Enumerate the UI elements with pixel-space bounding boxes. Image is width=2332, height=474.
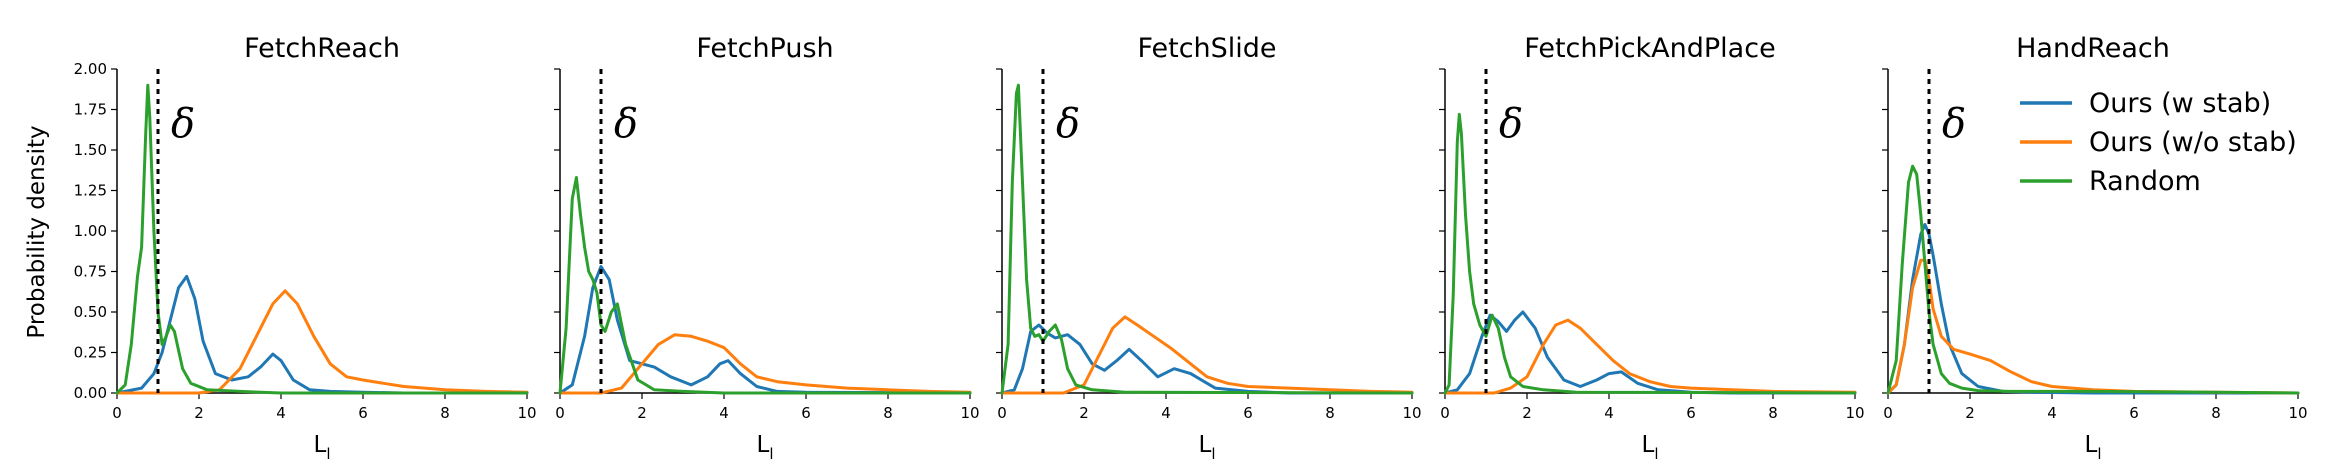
x-tick-label: 0 xyxy=(1440,404,1450,422)
x-tick-label: 10 xyxy=(1402,404,1421,422)
series-line-random xyxy=(1443,112,1857,395)
threshold-label: δ xyxy=(614,101,638,147)
x-tick-label: 6 xyxy=(2129,404,2139,422)
x-axis-label-subscript: l xyxy=(326,445,330,463)
x-tick-label: 0 xyxy=(112,404,122,422)
y-tick-label: 1.50 xyxy=(74,141,107,159)
series-line-ours-w-stab xyxy=(115,274,529,395)
legend: Ours (w stab) Ours (w/o stab) Random xyxy=(2020,88,2297,197)
panel-title: FetchSlide xyxy=(1137,33,1276,64)
panel-title: FetchPickAndPlace xyxy=(1524,33,1775,64)
threshold-label: δ xyxy=(1056,101,1080,147)
x-tick-label: 10 xyxy=(2288,404,2307,422)
series-line-ours-w-stab xyxy=(1000,323,1414,395)
x-tick-label: 10 xyxy=(517,404,536,422)
series-line-ours-w-o-stab xyxy=(115,289,529,395)
x-tick-label: 2 xyxy=(1965,404,1975,422)
x-tick-label: 8 xyxy=(440,404,450,422)
series-line-ours-w-o-stab xyxy=(1886,258,2300,395)
y-tick-label: 0.25 xyxy=(74,344,107,362)
y-tick-label: 0.75 xyxy=(74,263,107,281)
x-tick-label: 4 xyxy=(276,404,286,422)
x-axis-label: Ll xyxy=(1199,432,1216,463)
x-tick-label: 4 xyxy=(1161,404,1171,422)
x-tick-label: 2 xyxy=(1079,404,1089,422)
x-axis-label: Ll xyxy=(757,432,774,463)
panel-2: FetchSlide 0 2 4 6 8 10 Ll δ xyxy=(996,33,1422,463)
x-axis-label: Ll xyxy=(1642,432,1659,463)
x-tick-label: 4 xyxy=(1604,404,1614,422)
x-tick-label: 8 xyxy=(1768,404,1778,422)
panels: FetchReach 0.00 0.25 0.50 0.75 1.00 1.25 1.50 1.… xyxy=(74,33,2308,463)
x-tick-label: 6 xyxy=(1686,404,1696,422)
y-tick-label: 1.75 xyxy=(74,101,107,119)
series-line-ours-w-o-stab xyxy=(1443,318,1857,395)
x-axis-label-subscript: l xyxy=(769,445,773,463)
x-tick-label: 10 xyxy=(1845,404,1864,422)
panel-3: FetchPickAndPlace 0 2 4 6 8 10 Ll δ xyxy=(1439,33,1865,463)
x-tick-label: 6 xyxy=(801,404,811,422)
x-tick-label: 2 xyxy=(1522,404,1532,422)
x-tick-label: 6 xyxy=(1243,404,1253,422)
y-axis-label: Probability density xyxy=(24,125,50,338)
x-tick-label: 6 xyxy=(358,404,368,422)
x-axis-label-subscript: l xyxy=(1654,445,1658,463)
panel-4: HandReach 0 2 4 6 8 10 Ll δ xyxy=(1882,33,2308,463)
x-tick-label: 8 xyxy=(2211,404,2221,422)
series-line-random xyxy=(1886,164,2300,395)
series-line-ours-w-o-stab xyxy=(558,333,972,395)
series-line-ours-w-stab xyxy=(1886,223,2300,395)
threshold-label: δ xyxy=(1942,101,1966,147)
x-tick-label: 8 xyxy=(883,404,893,422)
y-tick-label: 2.00 xyxy=(74,60,107,78)
y-tick-label: 1.25 xyxy=(74,182,107,200)
x-axis-label-subscript: l xyxy=(2097,445,2101,463)
x-tick-label: 0 xyxy=(555,404,565,422)
x-axis-label-subscript: l xyxy=(1211,445,1215,463)
x-axis-label: Ll xyxy=(2085,432,2102,463)
panel-title: FetchReach xyxy=(244,33,400,64)
threshold-label: δ xyxy=(1499,101,1523,147)
x-tick-label: 2 xyxy=(194,404,204,422)
y-tick-label: 0.00 xyxy=(74,384,107,402)
x-tick-label: 0 xyxy=(1883,404,1893,422)
y-tick-label: 0.50 xyxy=(74,303,107,321)
panel-0: FetchReach 0.00 0.25 0.50 0.75 1.00 1.25 1.50 1.… xyxy=(74,33,537,463)
series-line-random xyxy=(115,83,529,395)
x-tick-label: 8 xyxy=(1325,404,1335,422)
panel-1: FetchPush 0 2 4 6 8 10 Ll δ xyxy=(554,33,980,463)
series-line-random xyxy=(558,176,972,395)
x-tick-label: 2 xyxy=(637,404,647,422)
threshold-label: δ xyxy=(171,101,195,147)
x-tick-label: 0 xyxy=(997,404,1007,422)
y-tick-label: 1.00 xyxy=(74,222,107,240)
series-line-ours-w-o-stab xyxy=(1000,315,1414,395)
x-axis-label: Ll xyxy=(314,432,331,463)
x-tick-label: 4 xyxy=(2047,404,2057,422)
panel-title: FetchPush xyxy=(696,33,833,64)
x-tick-label: 10 xyxy=(960,404,979,422)
legend-label-random: Random xyxy=(2089,166,2201,197)
legend-label-ours-w-o-stab: Ours (w/o stab) xyxy=(2089,127,2297,158)
legend-label-ours-w-stab: Ours (w stab) xyxy=(2089,88,2271,119)
x-tick-label: 4 xyxy=(719,404,729,422)
panel-title: HandReach xyxy=(2016,33,2170,64)
series-line-random xyxy=(1000,83,1414,395)
